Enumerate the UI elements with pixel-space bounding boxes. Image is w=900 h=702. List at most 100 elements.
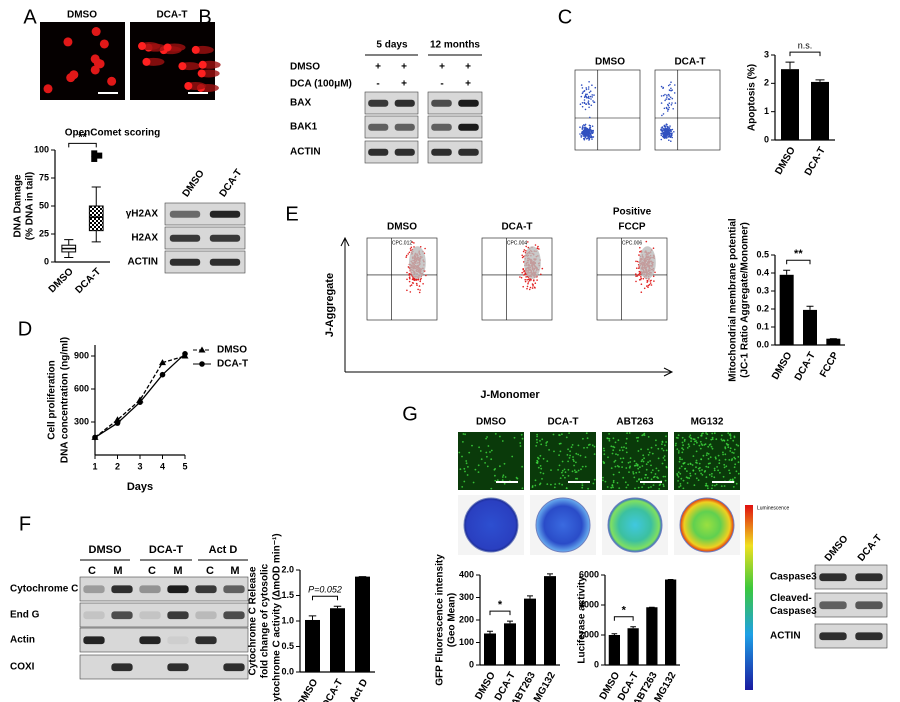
- flow-dot: [524, 272, 527, 275]
- fluorescence-speck: [521, 437, 524, 440]
- fluorescence-speck: [665, 441, 667, 443]
- fluorescence-speck: [603, 453, 606, 456]
- fluorescence-speck: [679, 472, 682, 475]
- fluorescence-speck: [714, 484, 716, 487]
- flow-dot: [670, 87, 672, 90]
- fluorescence-speck: [635, 462, 638, 465]
- fluorescence-speck: [734, 457, 737, 460]
- fluorescence-speck: [474, 468, 477, 471]
- fluorescence-speck: [682, 444, 684, 447]
- fluorescence-speck: [618, 471, 621, 474]
- fluorescence-speck: [643, 483, 645, 485]
- fluorescence-speck: [567, 460, 569, 463]
- fluorescence-speck: [550, 469, 552, 471]
- fluorescence-speck: [593, 453, 596, 455]
- flow-dot: [537, 245, 539, 248]
- fluorescence-speck: [711, 484, 714, 487]
- y-tick-label: 900: [74, 350, 89, 360]
- fluorescence-speck: [519, 445, 522, 447]
- flow-dot: [536, 247, 539, 249]
- comet-head: [63, 37, 73, 47]
- fluorescence-speck: [617, 454, 619, 456]
- fluorescence-speck: [735, 482, 738, 485]
- flow-dot: [528, 288, 531, 291]
- flow-dot: [526, 279, 528, 281]
- comet-head: [91, 27, 101, 37]
- flow-dot: [588, 138, 591, 140]
- fluorescence-speck: [710, 445, 713, 448]
- fluorescence-speck: [732, 486, 735, 488]
- fluorescence-speck: [675, 436, 678, 439]
- fluorescence-speck: [581, 484, 584, 487]
- fluorescence-speck: [501, 476, 504, 478]
- fluorescence-speck: [737, 444, 740, 447]
- plot-code: CPC.006: [622, 240, 643, 246]
- image-label: DMSO: [476, 417, 506, 428]
- y-tick-label: 2.0: [281, 564, 294, 574]
- fluorescence-speck: [587, 444, 590, 446]
- error-bar: [783, 269, 791, 275]
- fluorescence-speck: [536, 441, 538, 444]
- colorbar-label: Luminescence: [757, 505, 789, 511]
- group-label: Act D: [209, 544, 238, 556]
- flow-dot: [584, 132, 587, 135]
- flow-dot: [642, 277, 645, 280]
- flow-dot: [584, 129, 586, 131]
- axis-arrow: [345, 367, 674, 377]
- fluorescence-speck: [494, 468, 496, 470]
- x-tick-label: DMSO: [296, 677, 321, 702]
- fluorescence-speck: [624, 481, 627, 484]
- fluorescence-speck: [664, 444, 666, 447]
- image-label: DMSO: [67, 10, 97, 21]
- fluorescence-speck: [613, 446, 616, 449]
- fluorescence-speck: [558, 434, 561, 437]
- comet-head: [69, 70, 79, 80]
- flow-dot: [662, 94, 665, 97]
- fluorescence-speck: [499, 435, 501, 438]
- fluorescence-speck: [677, 475, 680, 478]
- fluorescence-speck: [561, 460, 564, 463]
- fluorescence-speck: [536, 433, 538, 436]
- fluorescence-speck: [593, 445, 596, 448]
- fluorescence-speck: [637, 450, 640, 452]
- fluorescence-speck: [465, 462, 468, 465]
- lane-label: C: [206, 565, 214, 577]
- flow-density: [409, 246, 426, 279]
- blot-band: [458, 123, 479, 131]
- fluorescence-speck: [694, 473, 697, 475]
- fluorescence-speck: [688, 477, 691, 480]
- fluorescence-speck: [485, 437, 487, 440]
- flow-dot: [670, 140, 672, 142]
- fluorescence-speck: [687, 443, 690, 446]
- blot: [79, 627, 249, 653]
- fluorescence-speck: [612, 473, 615, 476]
- error-bar: [547, 573, 553, 577]
- fluorescence-speck: [539, 465, 542, 467]
- flow-dot: [526, 285, 529, 288]
- fluorescence-speck: [700, 434, 702, 437]
- fluorescence-speck: [705, 465, 708, 468]
- fluorescence-speck: [519, 442, 522, 444]
- blot-band: [83, 636, 105, 645]
- fluorescence-speck: [486, 455, 488, 458]
- flow-dot: [647, 280, 649, 282]
- flow-dot: [586, 93, 588, 96]
- blot-band: [855, 601, 883, 610]
- fluorescence-speck: [554, 483, 557, 485]
- flow-dot: [424, 247, 426, 250]
- fluorescence-speck: [503, 482, 506, 485]
- flow-dot: [671, 128, 674, 131]
- fluorescence-speck: [705, 482, 708, 485]
- flow-dot: [585, 93, 587, 96]
- flow-dot: [587, 88, 590, 90]
- fluorescence-speck: [614, 465, 617, 468]
- blot-band: [195, 636, 217, 645]
- flow-dot: [583, 99, 586, 101]
- blot: [79, 576, 249, 602]
- fluorescence-speck: [466, 474, 469, 476]
- flow-dot: [589, 126, 591, 129]
- flow-dot: [668, 139, 670, 141]
- fluorescence-speck: [723, 485, 726, 487]
- fluorescence-speck: [586, 437, 589, 440]
- fluorescence-speck: [611, 484, 614, 486]
